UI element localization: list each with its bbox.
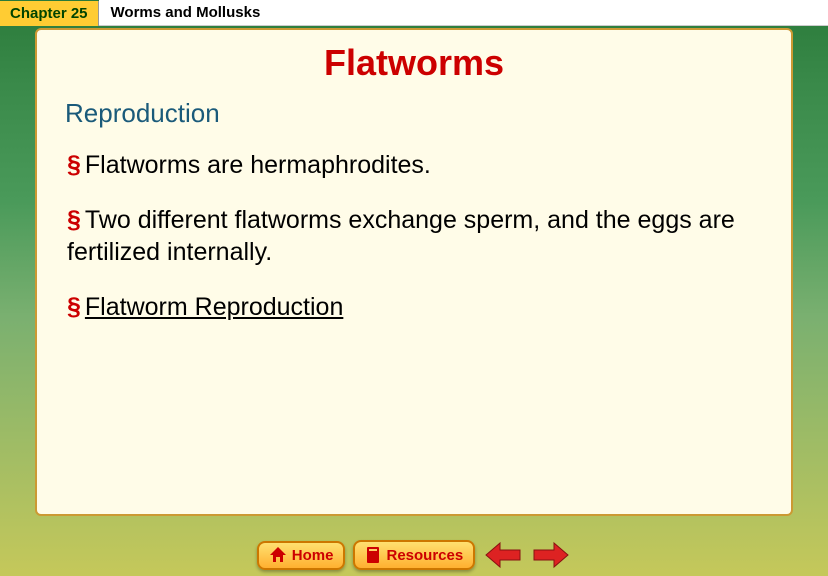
content-panel: Flatworms Reproduction §Flatworms are he… <box>35 28 793 516</box>
book-icon <box>365 546 381 564</box>
bullet-marker: § <box>67 293 81 321</box>
bottom-nav-bar: Home Resources <box>0 540 828 570</box>
next-arrow-button[interactable] <box>531 540 571 570</box>
arrow-right-icon <box>532 541 570 569</box>
home-icon <box>269 547 287 563</box>
section-title: Reproduction <box>65 98 763 129</box>
resources-button[interactable]: Resources <box>353 540 475 570</box>
bullet-link[interactable]: Flatworm Reproduction <box>85 293 343 321</box>
bullet-marker: § <box>67 206 81 234</box>
chapter-badge: Chapter 25 <box>0 1 99 26</box>
bullet-item: §Flatworms are hermaphrodites. <box>65 149 763 182</box>
prev-arrow-button[interactable] <box>483 540 523 570</box>
slide-header: Chapter 25 Worms and Mollusks <box>0 0 828 26</box>
home-button[interactable]: Home <box>257 541 346 570</box>
chapter-title: Worms and Mollusks <box>99 0 828 26</box>
bullet-item: §Two different flatworms exchange sperm,… <box>65 204 763 269</box>
bullet-item: §Flatworm Reproduction <box>65 291 763 324</box>
bullet-text: Two different flatworms exchange sperm, … <box>67 206 735 267</box>
main-title: Flatworms <box>65 42 763 84</box>
bullet-marker: § <box>67 151 81 179</box>
home-label: Home <box>292 547 334 564</box>
resources-label: Resources <box>386 547 463 564</box>
bullet-text: Flatworms are hermaphrodites. <box>85 151 431 179</box>
arrow-left-icon <box>484 541 522 569</box>
